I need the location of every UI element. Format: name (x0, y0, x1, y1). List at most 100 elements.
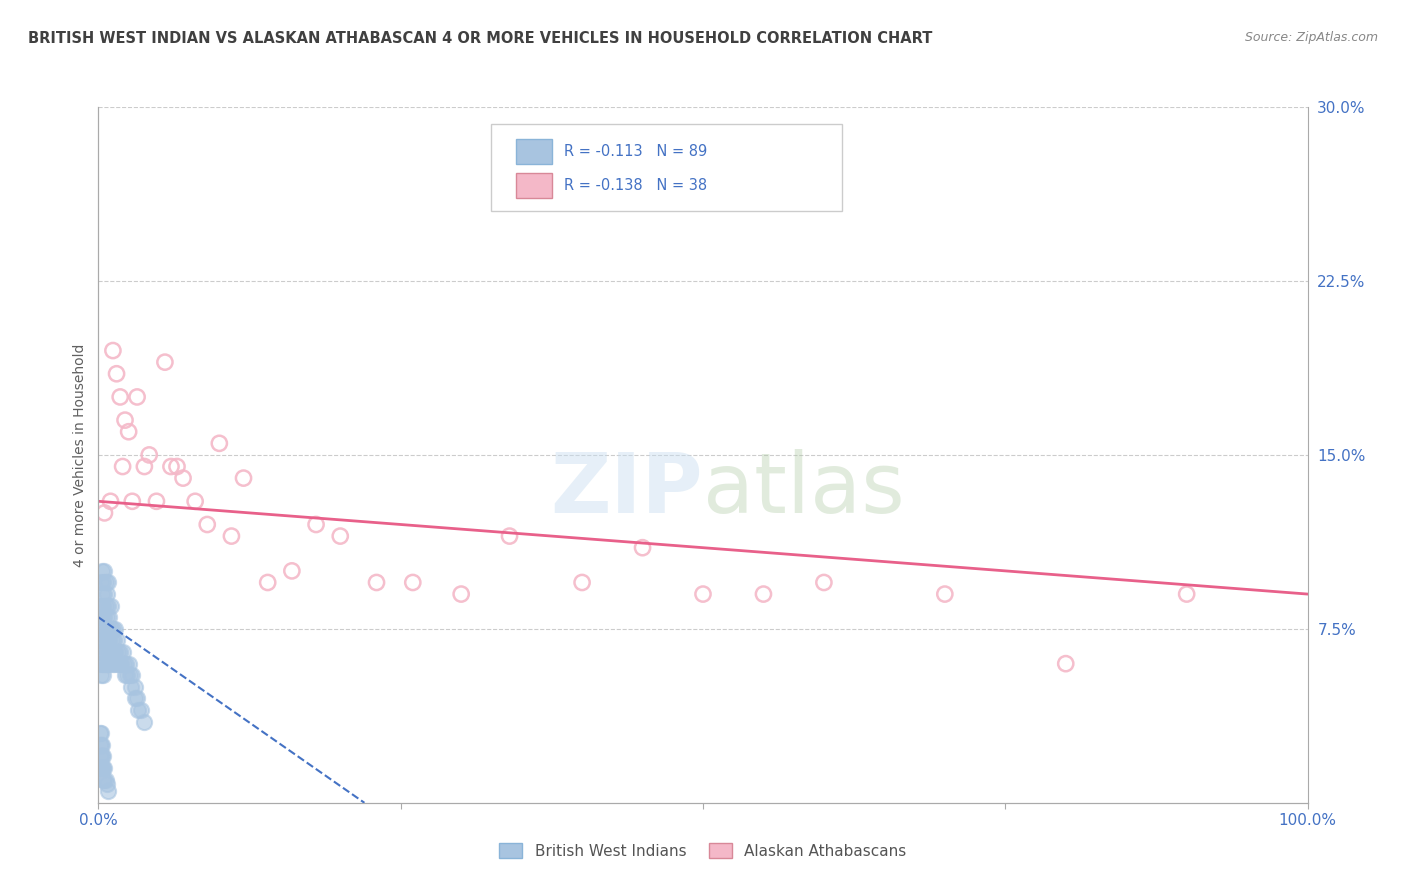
Point (118, 657, 141, 671)
Point (97, 645, 120, 659)
Point (103, 657, 125, 671)
Point (108, 645, 131, 659)
Point (172, 471, 194, 485)
Point (90, 599, 112, 613)
Point (100, 494, 122, 508)
Point (108, 390, 131, 404)
Point (97, 599, 120, 613)
Point (90, 668, 112, 682)
Point (631, 541, 654, 555)
Point (93, 587, 115, 601)
Point (329, 529, 352, 543)
Point (112, 657, 135, 671)
Text: atlas: atlas (703, 450, 904, 530)
Point (450, 587, 472, 601)
Point (104, 622, 127, 636)
Point (90, 575, 112, 590)
Point (90, 749, 112, 764)
Point (98, 657, 121, 671)
Point (96, 657, 118, 671)
Point (281, 564, 304, 578)
Point (91, 633, 114, 648)
Point (93, 506, 115, 520)
Point (221, 529, 243, 543)
Point (101, 622, 124, 636)
Point (127, 703, 149, 717)
Point (100, 599, 122, 613)
Point (127, 691, 149, 706)
Point (91, 575, 114, 590)
Text: Source: ZipAtlas.com: Source: ZipAtlas.com (1244, 31, 1378, 45)
Point (89, 633, 111, 648)
Point (138, 448, 160, 462)
Point (91, 749, 114, 764)
Point (110, 657, 132, 671)
Point (124, 680, 146, 694)
Point (100, 622, 122, 636)
Point (96, 587, 118, 601)
FancyBboxPatch shape (516, 173, 553, 198)
Point (91, 587, 114, 601)
Point (91, 749, 114, 764)
Point (89, 657, 111, 671)
Point (114, 668, 136, 682)
Point (89, 749, 111, 764)
Point (94, 599, 117, 613)
Point (105, 367, 128, 381)
Point (117, 668, 139, 682)
FancyBboxPatch shape (492, 124, 842, 211)
Point (91, 599, 114, 613)
Point (118, 425, 141, 439)
Point (1054, 657, 1077, 671)
Point (105, 657, 128, 671)
Point (402, 575, 425, 590)
Point (98, 610, 121, 624)
Point (90, 761, 112, 775)
Point (100, 657, 122, 671)
Text: R = -0.138   N = 38: R = -0.138 N = 38 (564, 178, 707, 193)
Point (93, 633, 115, 648)
Point (160, 459, 183, 474)
Legend: British West Indians, Alaskan Athabascans: British West Indians, Alaskan Athabascan… (494, 837, 912, 864)
Point (91, 772, 114, 787)
Point (813, 575, 835, 590)
Point (90, 622, 112, 636)
Point (1175, 587, 1198, 601)
Point (89, 761, 111, 775)
Point (305, 517, 328, 532)
Point (166, 459, 188, 474)
Point (93, 564, 115, 578)
Point (93, 610, 115, 624)
Point (90, 645, 112, 659)
Point (366, 575, 388, 590)
Point (94, 645, 117, 659)
Point (127, 390, 149, 404)
Point (94, 575, 117, 590)
Point (96, 633, 118, 648)
Point (114, 413, 136, 427)
Point (752, 587, 775, 601)
Point (91, 761, 114, 775)
Point (111, 645, 134, 659)
Point (91, 610, 114, 624)
Point (111, 459, 134, 474)
Point (97, 622, 120, 636)
Point (101, 645, 124, 659)
Point (692, 587, 714, 601)
Point (101, 343, 124, 358)
Point (134, 459, 156, 474)
Point (91, 622, 114, 636)
Point (108, 657, 131, 671)
Point (498, 529, 520, 543)
Point (90, 738, 112, 752)
FancyBboxPatch shape (516, 139, 553, 164)
Point (94, 772, 117, 787)
Point (107, 645, 129, 659)
Point (100, 645, 122, 659)
Point (90, 726, 112, 740)
Point (100, 633, 122, 648)
Point (97, 575, 120, 590)
Text: BRITISH WEST INDIAN VS ALASKAN ATHABASCAN 4 OR MORE VEHICLES IN HOUSEHOLD CORREL: BRITISH WEST INDIAN VS ALASKAN ATHABASCA… (28, 31, 932, 46)
Point (91, 738, 114, 752)
Point (571, 575, 593, 590)
